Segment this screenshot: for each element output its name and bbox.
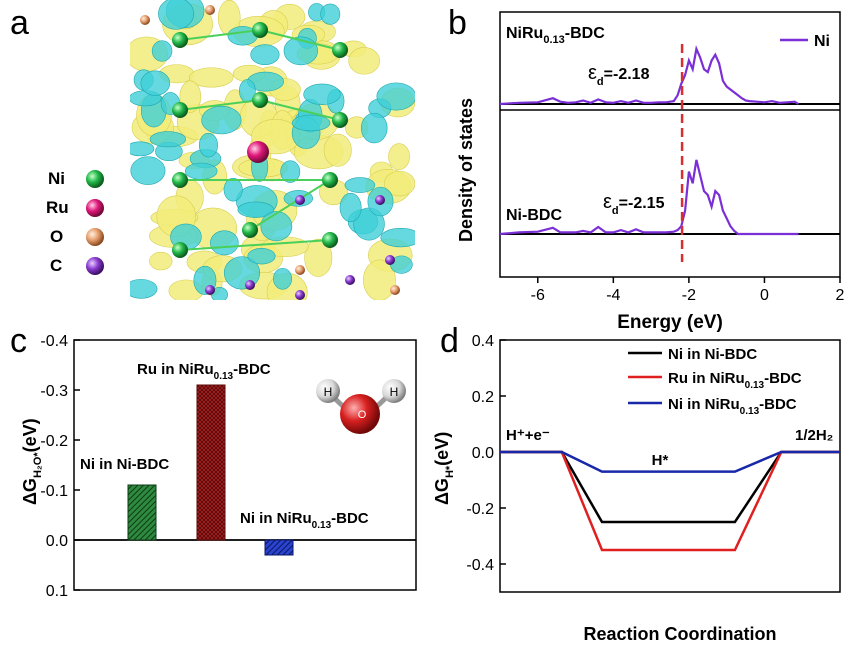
o-atom [295,265,305,275]
ni-atom [252,92,268,108]
ni-atom [172,32,188,48]
energy-legend: Ni in Ni-BDC Ru in NiRu0.13-BDC Ni in Ni… [628,346,802,417]
ru-atom [247,141,269,163]
bar-label-ni-in-niru-bdc: Ni in NiRu0.13-BDC [240,510,369,531]
panel-label-b: b [448,4,467,42]
o-atom [390,285,400,295]
energy-y-tick-label: -0.2 [466,501,494,518]
panel-label-c: c [10,322,27,360]
bar-y-ticks: -0.4 -0.3 -0.2 -0.1 0.0 0.1 [40,333,80,600]
dos-x-tick-label: 0 [760,287,769,304]
energy-y-ticks: 0.4 0.2 0.0 -0.2 -0.4 [466,333,506,574]
annotation-h-plus-e: H⁺+e⁻ [506,427,550,444]
bar-ru-in-niru-bdc [196,384,226,541]
o-atom [140,15,150,25]
legend-o-label: O [50,227,63,246]
energy-legend-ni-in-ni-bdc: Ni in Ni-BDC [668,346,757,363]
orange-sphere-icon [86,228,104,246]
dos-legend-label: Ni [814,33,830,50]
dos-x-ticks: -6 -4 -2 0 2 [531,277,845,304]
ni-atom [242,222,258,238]
bar-label-ru-in-niru-bdc: Ru in NiRu0.13-BDC [137,361,271,382]
legend-ni-label: Ni [48,169,65,188]
c-atom [205,285,215,295]
water-h-right: H [390,385,399,399]
dos-x-tick-label: -6 [531,287,545,304]
water-molecule-icon: H O H [316,379,406,434]
c-atom [245,280,255,290]
bar-y-tick-label: -0.1 [40,483,68,500]
magenta-sphere-icon [86,199,104,217]
energy-series-ni-in-ni-bdc [500,450,840,524]
energy-series-ni-in-niru-bdc [500,450,840,473]
ni-atom [332,112,348,128]
ni-atom [172,102,188,118]
ni-atom [172,242,188,258]
water-o: O [358,409,367,421]
energy-y-axis-label: ΔGH*(eV) [432,432,456,505]
legend-ru-label: Ru [46,198,69,217]
o-atom [205,5,215,15]
energy-y-tick-label: 0.4 [472,333,494,350]
bar-ni-in-ni-bdc [127,484,157,541]
energy-x-axis-label: Reaction Coordination [584,624,777,644]
ni-atom [322,232,338,248]
bar-ni-in-niru-bdc [264,539,294,556]
dos-x-tick-label: 2 [836,287,845,304]
ed-label-top: εd=-2.18 [588,62,650,88]
dos-top-name: NiRu0.13-BDC [506,25,605,46]
bar-y-tick-label: -0.3 [40,383,68,400]
energy-legend-ni-in-niru-bdc: Ni in NiRu0.13-BDC [668,396,797,417]
bar-label-ni-in-ni-bdc: Ni in Ni-BDC [80,456,169,473]
bar-y-tick-label: -0.2 [40,433,68,450]
dos-y-axis-label: Density of states [456,98,476,242]
c-atom [385,255,395,265]
energy-series-ru-in-niru-bdc [500,450,840,552]
dos-plot-frame [499,11,841,278]
c-atom [345,275,355,285]
panel-d: 0.4 0.2 0.0 -0.2 -0.4 Ni in Ni-BDC Ru in NiR… [432,333,841,644]
legend-c-label: C [50,256,62,275]
ni-atom [332,42,348,58]
ni-atom [322,172,338,188]
c-atom [295,195,305,205]
atom-legend: Ni Ru O C [46,169,104,275]
ni-atom [172,172,188,188]
panel-label-a: a [10,4,29,42]
purple-sphere-icon [86,257,104,275]
energy-y-tick-label: -0.4 [466,557,494,574]
c-atom [295,290,305,300]
ni-atom [252,22,268,38]
water-h-left: H [324,385,333,399]
c-atom [375,195,385,205]
bar-plot-frame [73,339,417,591]
energy-plot-frame [499,339,841,593]
energy-y-tick-label: 0.0 [472,445,494,462]
panel-label-d: d [440,322,459,360]
energy-y-tick-label: 0.2 [472,389,494,406]
panel-b: -6 -4 -2 0 2 NiRu0.13-BDC εd=-2.18 Ni-BDC εd… [456,11,845,333]
dos-x-tick-label: -2 [682,287,696,304]
bar-y-tick-label: 0.1 [46,583,68,600]
dos-bottom-name: Ni-BDC [506,207,562,224]
dos-series-line-top [499,45,799,106]
bar-y-axis-label: ΔGH₂O*(eV) [20,418,44,505]
annotation-h-star: H* [652,452,669,469]
bar-y-tick-label: -0.4 [40,333,68,350]
annotation-half-h2: 1/2H₂ [795,427,833,444]
dos-series-line-bottom [499,159,799,236]
ed-label-bottom: εd=-2.15 [603,191,665,217]
panel-a: Ni Ru O C [46,0,415,300]
energy-legend-ru-in-niru-bdc: Ru in NiRu0.13-BDC [668,370,802,391]
charge-density-structure [130,0,415,300]
panel-c: -0.4 -0.3 -0.2 -0.1 0.0 0.1 Ni in Ni-BDC Ru i… [20,333,417,600]
bar-y-tick-label: 0.0 [46,533,68,550]
dos-x-tick-label: -4 [606,287,620,304]
dos-x-axis-label: Energy (eV) [617,312,723,333]
green-sphere-icon [86,170,104,188]
